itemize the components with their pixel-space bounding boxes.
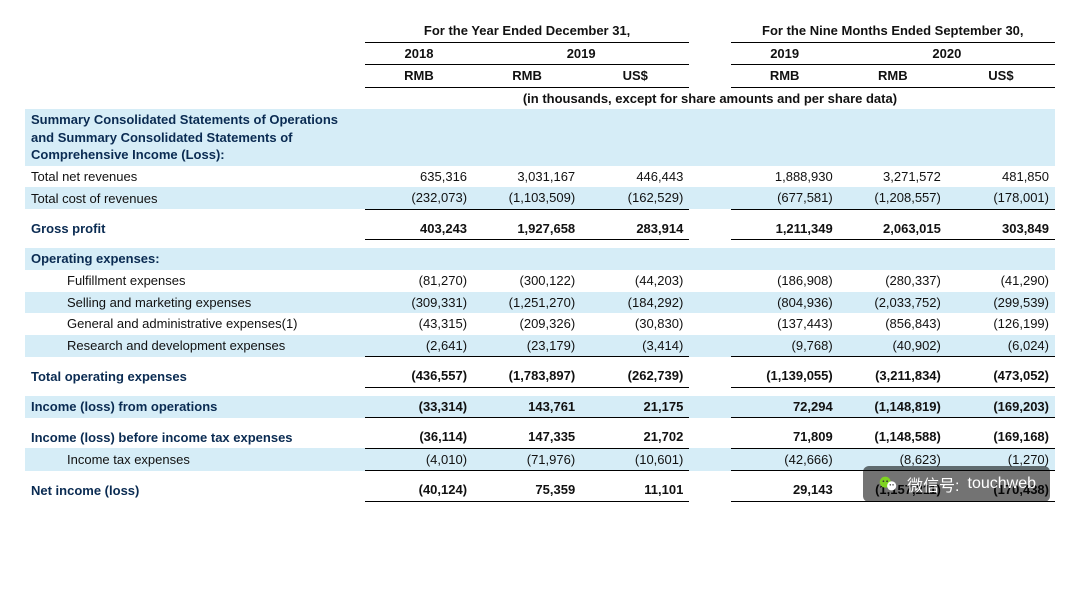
- label-tax: Income tax expenses: [25, 448, 365, 471]
- section-title-row: Summary Consolidated Statements of Opera…: [25, 109, 1055, 166]
- row-total-net-revenues: Total net revenues 635,316 3,031,167 446…: [25, 166, 1055, 188]
- watermark-handle: touchweb: [968, 475, 1037, 493]
- row-fulfillment: Fulfillment expenses (81,270) (300,122) …: [25, 270, 1055, 292]
- row-selling: Selling and marketing expenses (309,331)…: [25, 292, 1055, 314]
- header-note: (in thousands, except for share amounts …: [365, 87, 1055, 109]
- cur-c4: RMB: [731, 65, 839, 88]
- label-ga: General and administrative expenses(1): [25, 313, 365, 335]
- label-pretax: Income (loss) before income tax expenses: [25, 426, 365, 448]
- label-net-income: Net income (loss): [25, 479, 365, 501]
- header-year-2020: 2020: [839, 42, 1055, 65]
- label-total-net-revenues: Total net revenues: [25, 166, 365, 188]
- header-year-2019a: 2019: [473, 42, 689, 65]
- row-opex-title: Operating expenses:: [25, 248, 1055, 270]
- financial-table: For the Year Ended December 31, For the …: [25, 20, 1055, 502]
- watermark: 微信号: touchweb: [863, 466, 1050, 502]
- wechat-icon: [877, 473, 899, 495]
- row-gross-profit: Gross profit 403,243 1,927,658 283,914 1…: [25, 218, 1055, 240]
- label-total-cost-revenues: Total cost of revenues: [25, 187, 365, 209]
- header-year-2018: 2018: [365, 42, 473, 65]
- row-op-income: Income (loss) from operations (33,314) 1…: [25, 396, 1055, 418]
- cur-c3: US$: [581, 65, 689, 88]
- row-pretax: Income (loss) before income tax expenses…: [25, 426, 1055, 448]
- header-period-b: For the Nine Months Ended September 30,: [731, 20, 1055, 42]
- cur-c6: US$: [947, 65, 1055, 88]
- spacer-row: [25, 357, 1055, 366]
- watermark-prefix: 微信号:: [907, 472, 959, 496]
- row-rd: Research and development expenses (2,641…: [25, 335, 1055, 357]
- label-selling: Selling and marketing expenses: [25, 292, 365, 314]
- cur-c2: RMB: [473, 65, 581, 88]
- section-title: Summary Consolidated Statements of Opera…: [25, 109, 365, 166]
- spacer-row: [25, 418, 1055, 427]
- label-total-opex: Total operating expenses: [25, 365, 365, 387]
- header-period-row: For the Year Ended December 31, For the …: [25, 20, 1055, 42]
- cur-c5: RMB: [839, 65, 947, 88]
- label-rd: Research and development expenses: [25, 335, 365, 357]
- spacer-row: [25, 209, 1055, 218]
- header-year-2019b: 2019: [731, 42, 839, 65]
- label-gross-profit: Gross profit: [25, 218, 365, 240]
- row-total-cost-revenues: Total cost of revenues (232,073) (1,103,…: [25, 187, 1055, 209]
- label-op-income: Income (loss) from operations: [25, 396, 365, 418]
- label-opex-title: Operating expenses:: [25, 248, 365, 270]
- spacer-row: [25, 387, 1055, 396]
- header-currency-row: RMB RMB US$ RMB RMB US$: [25, 65, 1055, 88]
- header-period-a: For the Year Ended December 31,: [365, 20, 689, 42]
- header-note-row: (in thousands, except for share amounts …: [25, 87, 1055, 109]
- cur-c1: RMB: [365, 65, 473, 88]
- spacer-row: [25, 240, 1055, 249]
- header-year-row: 2018 2019 2019 2020: [25, 42, 1055, 65]
- row-ga: General and administrative expenses(1) (…: [25, 313, 1055, 335]
- label-fulfillment: Fulfillment expenses: [25, 270, 365, 292]
- row-total-opex: Total operating expenses (436,557) (1,78…: [25, 365, 1055, 387]
